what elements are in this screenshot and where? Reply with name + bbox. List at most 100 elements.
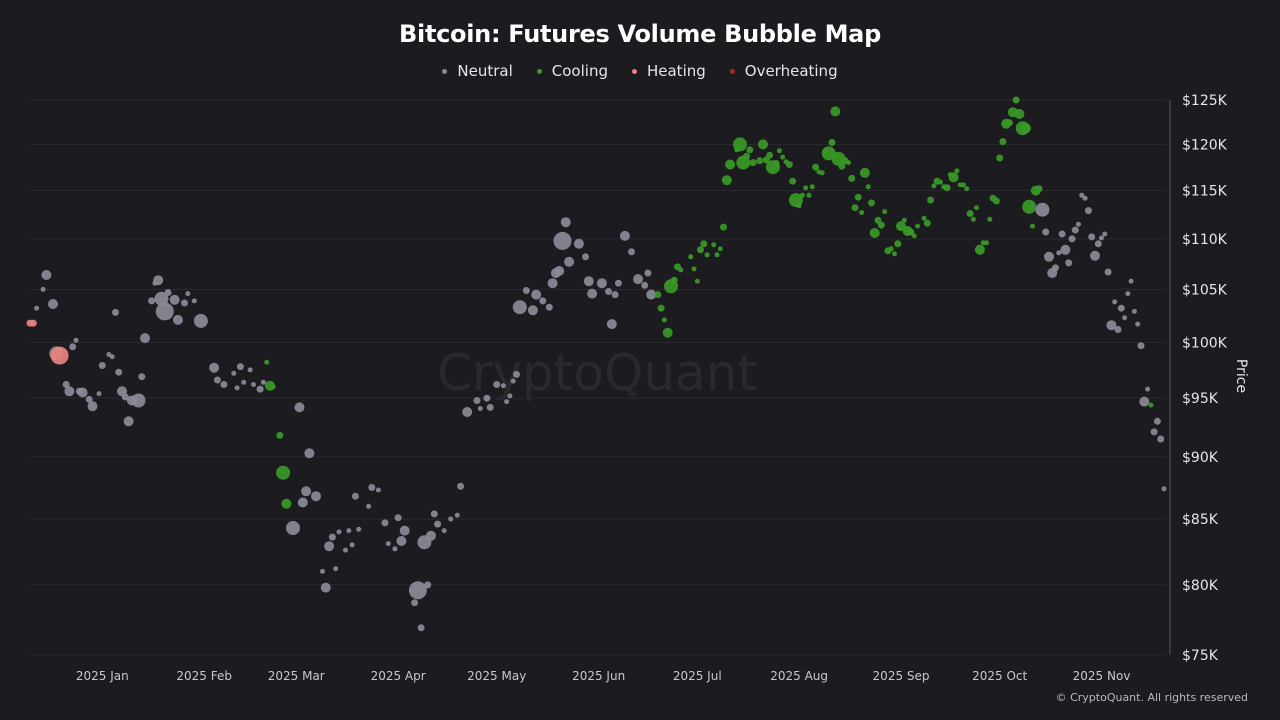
bubble-cooling[interactable] (799, 192, 805, 198)
bubble-neutral[interactable] (1125, 291, 1131, 297)
bubble-cooling[interactable] (264, 359, 270, 365)
bubble-neutral[interactable] (1076, 221, 1081, 227)
bubble-neutral[interactable] (1106, 320, 1117, 331)
bubble-neutral[interactable] (477, 406, 483, 411)
bubble-neutral[interactable] (1090, 250, 1100, 261)
bubble-cooling[interactable] (812, 163, 820, 171)
bubble-neutral[interactable] (628, 248, 635, 256)
bubble-cooling[interactable] (943, 184, 951, 192)
bubble-cooling[interactable] (966, 210, 974, 217)
bubble-neutral[interactable] (85, 395, 93, 403)
bubble-cooling[interactable] (721, 175, 732, 186)
bubble-cooling[interactable] (828, 139, 836, 146)
bubble-neutral[interactable] (606, 319, 617, 330)
bubble-neutral[interactable] (1065, 259, 1073, 267)
bubble-cooling[interactable] (697, 246, 704, 254)
bubble-neutral[interactable] (336, 529, 342, 535)
bubble-neutral[interactable] (1082, 195, 1088, 201)
bubble-neutral[interactable] (115, 368, 123, 376)
bubble-neutral[interactable] (454, 512, 460, 518)
bubble-neutral[interactable] (148, 297, 156, 305)
bubble-neutral[interactable] (1079, 192, 1085, 198)
bubble-neutral[interactable] (392, 546, 398, 552)
bubble-neutral[interactable] (1035, 202, 1050, 217)
bubble-neutral[interactable] (343, 547, 348, 553)
bubble-neutral[interactable] (320, 582, 331, 593)
bubble-cooling[interactable] (907, 228, 915, 236)
bubble-neutral[interactable] (112, 308, 119, 316)
bubble-cooling[interactable] (1022, 199, 1037, 214)
bubble-neutral[interactable] (96, 391, 102, 397)
bubble-cooling[interactable] (276, 465, 291, 480)
bubble-cooling[interactable] (796, 203, 802, 209)
bubble-neutral[interactable] (324, 541, 335, 552)
bubble-cooling[interactable] (714, 252, 720, 258)
bubble-neutral[interactable] (553, 231, 572, 250)
bubble-cooling[interactable] (785, 161, 793, 168)
bubble-neutral[interactable] (328, 533, 336, 541)
bubble-cooling[interactable] (746, 146, 754, 154)
bubble-cooling[interactable] (654, 291, 662, 299)
bubble-cooling[interactable] (691, 266, 697, 272)
bubble-cooling[interactable] (717, 246, 723, 252)
bubble-cooling[interactable] (892, 251, 897, 257)
bubble-neutral[interactable] (500, 383, 506, 389)
bubble-neutral[interactable] (633, 274, 644, 285)
bubble-cooling[interactable] (882, 209, 888, 215)
bubble-cooling[interactable] (996, 154, 1004, 162)
bubble-cooling[interactable] (758, 139, 768, 150)
bubble-neutral[interactable] (408, 581, 427, 600)
bubble-neutral[interactable] (140, 333, 150, 344)
bubble-cooling[interactable] (1006, 119, 1013, 127)
bubble-neutral[interactable] (34, 305, 40, 311)
bubble-neutral[interactable] (1150, 428, 1158, 436)
bubble-neutral[interactable] (368, 484, 376, 491)
bubble-neutral[interactable] (241, 379, 247, 385)
bubble-neutral[interactable] (346, 528, 352, 534)
bubble-neutral[interactable] (554, 266, 565, 276)
bubble-cooling[interactable] (915, 223, 920, 229)
bubble-cooling[interactable] (984, 240, 989, 246)
bubble-neutral[interactable] (297, 497, 308, 508)
bubble-neutral[interactable] (430, 510, 438, 518)
bubble-cooling[interactable] (838, 162, 846, 170)
bubble-neutral[interactable] (1161, 486, 1167, 492)
legend-item-heating[interactable]: Heating (631, 62, 706, 80)
bubble-neutral[interactable] (385, 541, 391, 547)
bubble-cooling[interactable] (711, 242, 717, 248)
bubble-neutral[interactable] (1088, 233, 1096, 241)
bubble-neutral[interactable] (41, 270, 52, 280)
bubble-neutral[interactable] (1071, 226, 1079, 234)
bubble-cooling[interactable] (743, 152, 751, 160)
bubble-cooling[interactable] (819, 170, 825, 176)
bubble-neutral[interactable] (1084, 207, 1092, 215)
bubble-cooling[interactable] (694, 278, 700, 284)
bubble-neutral[interactable] (333, 566, 339, 572)
bubble-neutral[interactable] (234, 385, 240, 391)
bubble-cooling[interactable] (662, 327, 673, 338)
bubble-neutral[interactable] (1114, 326, 1122, 333)
bubble-neutral[interactable] (646, 289, 657, 300)
bubble-cooling[interactable] (803, 185, 809, 191)
bubble-neutral[interactable] (399, 525, 410, 536)
bubble-cooling[interactable] (1020, 123, 1031, 134)
bubble-neutral[interactable] (396, 536, 407, 546)
bubble-cooling[interactable] (974, 244, 985, 255)
bubble-cooling[interactable] (270, 384, 276, 390)
bubble-neutral[interactable] (596, 278, 607, 289)
bubble-neutral[interactable] (545, 303, 553, 311)
bubble-cooling[interactable] (961, 182, 966, 188)
bubble-neutral[interactable] (311, 491, 321, 502)
bubble-neutral[interactable] (605, 288, 612, 295)
bubble-neutral[interactable] (448, 516, 454, 522)
bubble-cooling[interactable] (1035, 185, 1043, 193)
bubble-neutral[interactable] (426, 530, 436, 541)
bubble-cooling[interactable] (704, 252, 710, 258)
bubble-neutral[interactable] (486, 403, 494, 411)
bubble-neutral[interactable] (209, 362, 220, 373)
bubble-neutral[interactable] (320, 568, 325, 574)
bubble-neutral[interactable] (1112, 299, 1118, 305)
bubble-cooling[interactable] (678, 267, 684, 273)
bubble-neutral[interactable] (1094, 240, 1102, 248)
bubble-neutral[interactable] (531, 289, 542, 300)
